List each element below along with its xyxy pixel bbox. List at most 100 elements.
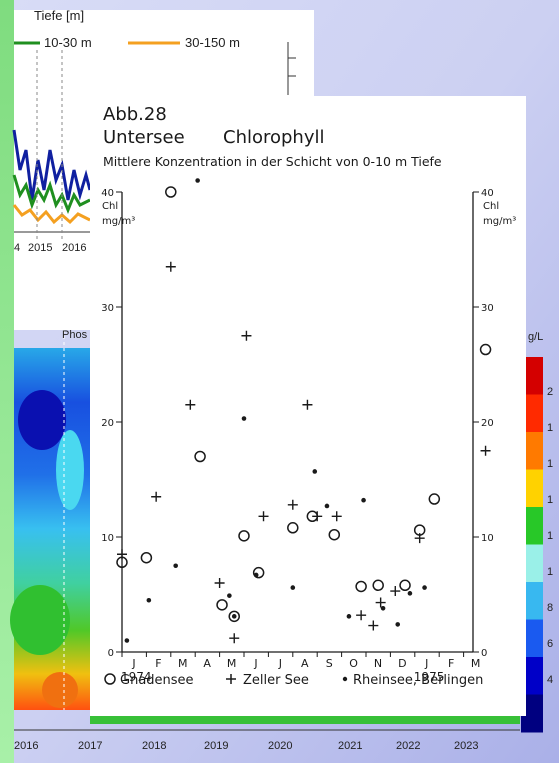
rheinsee-point <box>173 563 178 569</box>
y-label-left-line1: Chl <box>102 201 118 212</box>
colorbar-segment <box>521 582 543 620</box>
zeller-see-point <box>375 597 386 608</box>
rheinsee-point <box>146 597 152 603</box>
gnadensee-point <box>428 493 441 505</box>
x-tick-label: M <box>227 657 237 670</box>
top-year-label: 4 <box>14 242 21 254</box>
rheinsee-point <box>253 572 259 578</box>
x-tick-label: J <box>424 657 428 670</box>
x-tick-label: M <box>178 657 188 670</box>
figure-label: Abb.28 <box>103 104 167 125</box>
rheinsee-point <box>346 614 352 619</box>
y-label-right-line1: Chl <box>483 201 499 212</box>
x-tick-label: A <box>301 657 309 670</box>
legend-dot-marker <box>342 676 348 682</box>
zeller-see-point <box>287 499 298 510</box>
rheinsee-point <box>290 585 296 590</box>
zeller-see-point <box>368 620 379 631</box>
y-label-right-line2: mg/m³ <box>483 216 516 227</box>
heatmap-blob <box>56 430 84 510</box>
colorbar-segment <box>521 507 543 545</box>
rheinsee-point <box>227 593 232 598</box>
year-label: 1975 <box>414 670 445 684</box>
bottom-year-label: 2017 <box>78 740 103 752</box>
heatmap-bottom-strip <box>90 716 520 724</box>
y-tick-label-right: 0 <box>481 648 487 659</box>
zeller-see-point <box>312 511 323 522</box>
legend-rheinsee: Rheinsee, Berlingen <box>353 673 483 688</box>
y-label-left-line2: mg/m³ <box>102 216 135 227</box>
zeller-see-point <box>390 586 401 597</box>
rheinsee-point <box>395 622 401 627</box>
legend-title: Tiefe [m] <box>34 8 85 23</box>
chart-subtitle: Mittlere Konzentration in der Schicht vo… <box>103 154 442 169</box>
colorbar-tick-label: 1 <box>547 494 554 506</box>
y-tick-label-left: 40 <box>101 188 114 199</box>
left-strip <box>0 0 14 763</box>
colorbar-segment <box>521 544 543 583</box>
gnadensee-point <box>399 579 411 592</box>
y-tick-label-right: 30 <box>481 303 494 314</box>
y-tick-label-left: 30 <box>101 303 114 314</box>
zeller-see-point <box>414 533 425 544</box>
top-series-blue <box>12 129 92 201</box>
legend-circle-marker <box>104 673 116 685</box>
title-parameter: Chlorophyll <box>223 127 325 148</box>
gnadensee-point <box>372 579 384 592</box>
x-tick-label: J <box>253 657 257 670</box>
x-tick-label: N <box>374 657 382 670</box>
y-tick-label-left: 0 <box>108 648 114 659</box>
panel-label-left: Phos <box>62 329 88 341</box>
zeller-see-point <box>241 330 252 341</box>
legend-label-30-150: 30-150 m <box>185 35 240 50</box>
x-tick-label: F <box>448 657 454 670</box>
x-tick-label: D <box>398 657 406 670</box>
colorbar-segment <box>521 357 543 395</box>
colorbar-segment <box>521 469 543 508</box>
y-tick-label-right: 10 <box>481 533 494 544</box>
rheinsee-point <box>195 178 200 183</box>
panel-label-right: g/L <box>528 331 544 343</box>
scanned-figure: Abb.28 Untersee Chlorophyll Mittlere Kon… <box>90 96 526 716</box>
x-tick-label: O <box>349 657 358 670</box>
legend-plus-marker <box>226 674 236 684</box>
heatmap-blob <box>10 585 70 655</box>
colorbar-segment <box>521 432 543 470</box>
top-series-green <box>12 174 91 215</box>
gnadensee-point <box>238 530 250 542</box>
rheinsee-point <box>407 591 413 596</box>
rheinsee-point <box>380 606 386 611</box>
x-tick-label: M <box>471 657 481 670</box>
x-tick-label: A <box>203 657 211 670</box>
bottom-year-label: 2020 <box>268 740 293 752</box>
bottom-year-label: 2016 <box>14 740 39 752</box>
rheinsee-point <box>361 497 366 503</box>
zeller-see-point <box>480 445 491 456</box>
colorbar-tick-label: 1 <box>547 422 554 434</box>
gnadensee-point <box>216 599 228 611</box>
colorbar-tick-label: 1 <box>547 458 554 470</box>
colorbar-tick-label: 1 <box>547 566 554 578</box>
colorbar-segment <box>521 657 543 695</box>
zeller-see-point <box>185 399 196 410</box>
x-tick-label: J <box>278 657 282 670</box>
legend-gnadensee: Gnadensee <box>120 673 194 688</box>
heatmap-blob <box>18 390 66 450</box>
colorbar-tick-label: 1 <box>547 530 554 542</box>
bottom-year-label: 2019 <box>204 740 229 752</box>
x-tick-label: S <box>326 657 333 670</box>
legend-label-10-30: 10-30 m <box>44 35 92 50</box>
zeller-see-point <box>214 578 225 588</box>
gnadensee-point <box>252 566 265 579</box>
gnadensee-point <box>287 522 299 534</box>
year-label: 1974 <box>121 670 152 684</box>
x-tick-label: F <box>155 657 161 670</box>
gnadensee-point <box>328 528 341 541</box>
rheinsee-point <box>324 503 330 509</box>
colorbar-tick-label: 6 <box>547 638 554 650</box>
chlorophyll-chart: Abb.28 Untersee Chlorophyll Mittlere Kon… <box>101 104 516 688</box>
top-year-label: 2015 <box>28 242 53 254</box>
y-tick-label-left: 10 <box>101 533 114 544</box>
zeller-see-point <box>356 610 367 621</box>
bottom-year-label: 2021 <box>338 740 363 752</box>
